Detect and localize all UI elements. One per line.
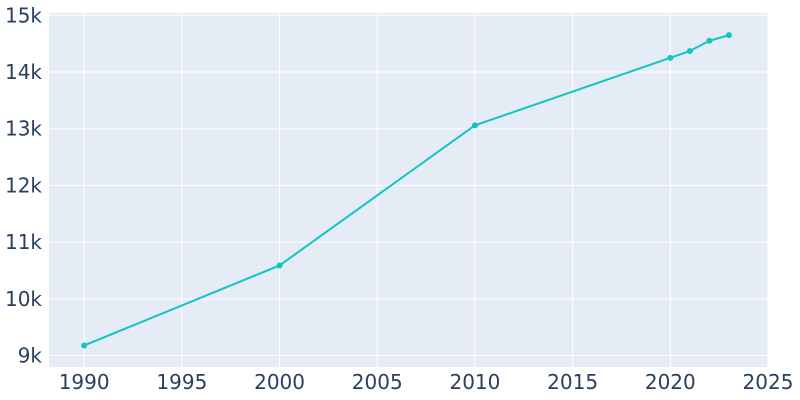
data-point[interactable]	[725, 32, 732, 39]
x-tick-label: 1995	[156, 370, 207, 394]
y-tick-label: 11k	[5, 230, 42, 254]
x-tick-label: 1990	[59, 370, 110, 394]
x-tick-label: 2010	[449, 370, 500, 394]
y-gridlines	[49, 14, 768, 357]
y-tick-label: 15k	[5, 3, 42, 27]
y-tick-label: 9k	[18, 344, 43, 368]
x-tick-label: 2000	[254, 370, 305, 394]
x-tick-label: 2025	[743, 370, 794, 394]
data-point[interactable]	[276, 262, 283, 269]
x-tick-label: 2020	[645, 370, 696, 394]
x-tick-label: 2015	[547, 370, 598, 394]
y-tick-label: 10k	[5, 287, 42, 311]
y-tick-label: 14k	[5, 60, 42, 84]
series-group	[81, 32, 732, 349]
y-tick-label: 13k	[5, 117, 42, 141]
data-point[interactable]	[667, 54, 674, 61]
data-point[interactable]	[471, 122, 478, 129]
x-axis-tick-labels: 1990 1995 2000 2005 2010 2015 2020 2025	[59, 370, 794, 394]
data-point[interactable]	[81, 342, 88, 349]
x-tick-label: 2005	[352, 370, 403, 394]
data-point[interactable]	[706, 37, 713, 44]
plot-area	[49, 13, 768, 367]
data-point[interactable]	[686, 48, 693, 55]
y-tick-label: 12k	[5, 173, 42, 197]
y-axis-tick-labels: 9k 10k 11k 12k 13k 14k 15k	[5, 3, 42, 367]
